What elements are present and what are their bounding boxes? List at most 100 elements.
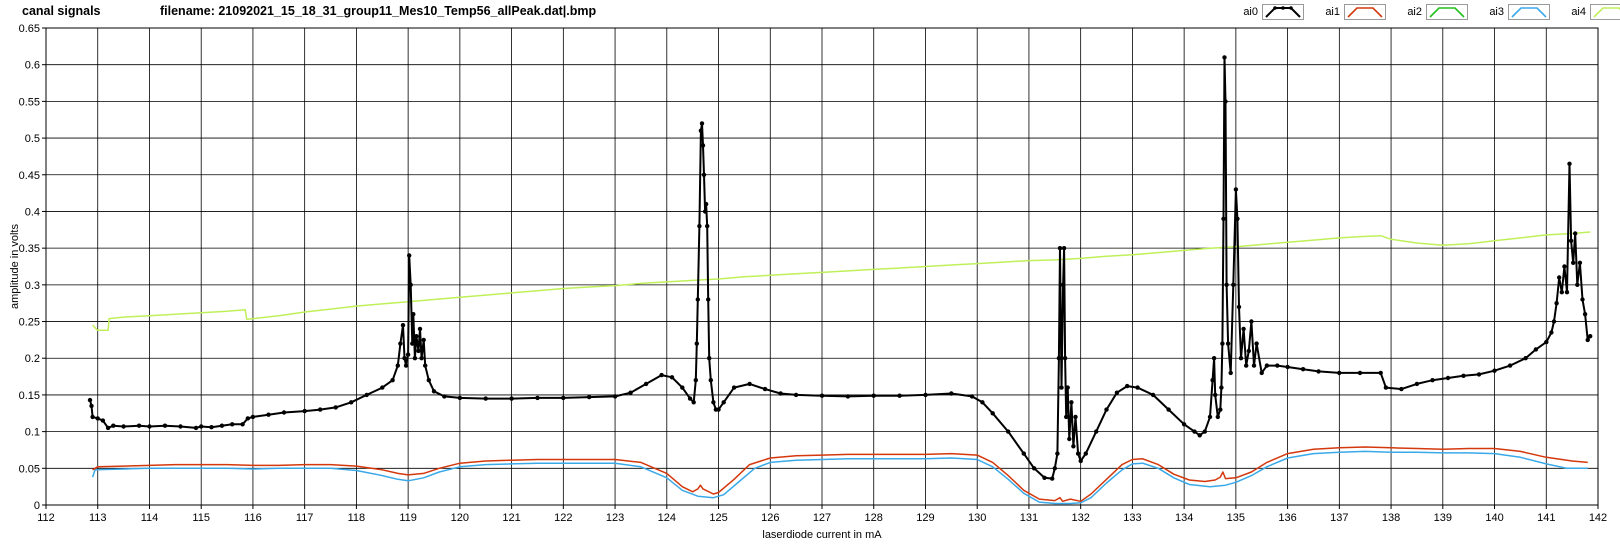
data-point-ai0 <box>1285 364 1290 370</box>
data-point-ai0 <box>395 363 400 368</box>
data-point-ai0 <box>990 411 995 416</box>
data-point-ai0 <box>1461 373 1466 378</box>
data-point-ai0 <box>1316 369 1321 374</box>
data-point-ai0 <box>1211 356 1217 361</box>
x-tick-label: 139 <box>1434 512 1452 524</box>
data-point-ai0 <box>1549 330 1554 335</box>
data-point-ai0 <box>412 356 418 361</box>
y-tick-labels: 0 0.05 0.1 0.15 0.2 0.25 0.3 0.35 0.4 0.45 0.5 0.55… <box>19 23 40 512</box>
data-point-ai0 <box>333 405 338 410</box>
data-point-ai0 <box>778 391 783 396</box>
data-point-ai0 <box>1215 414 1221 420</box>
data-point-ai0 <box>1213 392 1218 398</box>
data-point-ai0 <box>1021 451 1026 456</box>
data-point-ai0 <box>1582 312 1588 317</box>
data-point-ai0 <box>871 393 876 398</box>
x-tick-label: 133 <box>1123 512 1141 524</box>
data-point-ai0 <box>483 396 488 401</box>
x-tick-label: 115 <box>192 512 210 524</box>
data-point-ai0 <box>612 394 618 399</box>
y-tick-label: 0.4 <box>25 206 40 218</box>
data-point-ai0 <box>700 143 706 148</box>
data-point-ai0 <box>1056 356 1062 361</box>
data-point-ai0 <box>457 395 463 401</box>
y-tick-label: 0.35 <box>19 243 40 255</box>
y-tick-label: 0.2 <box>25 353 40 365</box>
x-tick-label: 118 <box>348 512 366 524</box>
data-point-ai0 <box>421 337 426 343</box>
data-point-ai0 <box>1275 363 1280 368</box>
data-point-ai0 <box>1445 375 1451 381</box>
data-point-ai0 <box>1031 466 1037 471</box>
data-point-ai0 <box>302 408 307 414</box>
plot-frame <box>45 27 1599 506</box>
data-point-ai0 <box>1251 363 1257 368</box>
data-point-ai0 <box>240 422 245 427</box>
data-point-ai0 <box>1246 348 1252 354</box>
data-point-ai0 <box>819 393 825 398</box>
data-point-ai0 <box>1564 290 1570 295</box>
data-point-ai0 <box>111 423 116 428</box>
legend-swatch-ai0 <box>1262 4 1304 20</box>
data-point-ai0 <box>1414 381 1420 387</box>
data-point-ai0 <box>706 297 711 302</box>
data-point-ai0 <box>1430 378 1435 383</box>
data-point-ai0 <box>266 412 271 417</box>
legend-swatch-ai2 <box>1426 4 1468 20</box>
data-point-ai0 <box>747 381 752 387</box>
y-tick-label: 0.5 <box>25 133 40 145</box>
data-point-ai0 <box>1207 414 1213 420</box>
data-point-ai0 <box>318 407 323 412</box>
series-line-ai0 <box>89 56 1592 480</box>
data-point-ai0 <box>1378 370 1383 376</box>
chart-header: canal signals filename: 21092021_15_18_3… <box>0 4 1620 24</box>
data-point-ai0 <box>1166 407 1171 412</box>
data-point-ai0 <box>762 386 768 392</box>
data-point-ai0 <box>793 392 799 398</box>
data-point-ai0 <box>431 389 437 394</box>
data-point-ai0 <box>1523 356 1528 361</box>
legend-label-ai4: ai4 <box>1571 6 1586 18</box>
data-point-ai0 <box>1192 429 1197 434</box>
data-point-ai0 <box>1233 187 1239 192</box>
data-point-ai0 <box>209 425 214 430</box>
y-axis-label: amplitude in volts <box>9 224 21 309</box>
data-point-ai0 <box>969 394 975 399</box>
data-point-ai0 <box>1567 161 1572 166</box>
x-tick-label: 138 <box>1382 512 1400 524</box>
data-point-ai0 <box>136 423 142 428</box>
y-tick-label: 0.3 <box>25 280 40 292</box>
data-point-ai0 <box>1228 370 1233 376</box>
data-point-ai0 <box>1244 363 1249 368</box>
x-tick-label: 142 <box>1589 512 1607 524</box>
x-tick-labels: 112 113 114 115 116 117 118 119 120 121 122 123 124 1… <box>37 512 1607 524</box>
data-point-ai0 <box>949 391 954 396</box>
y-tick-label: 0.15 <box>19 390 40 402</box>
data-point-ai0 <box>1571 260 1576 265</box>
data-point-ai0 <box>1231 282 1236 287</box>
data-point-ai0 <box>1042 475 1047 480</box>
data-point-ai0 <box>1125 383 1130 389</box>
data-point-ai0 <box>699 121 705 126</box>
x-tick-label: 120 <box>451 512 469 524</box>
x-tick-label: 128 <box>865 512 883 524</box>
y-tick-label: 0.65 <box>19 23 40 35</box>
data-point-ai0 <box>698 128 704 133</box>
y-tick-label: 0.45 <box>19 170 40 182</box>
x-tick-label: 112 <box>37 512 55 524</box>
data-point-ai0 <box>716 407 721 412</box>
data-point-ai0 <box>416 348 421 354</box>
data-point-ai0 <box>980 400 985 405</box>
data-point-ai0 <box>402 356 407 361</box>
data-point-ai0 <box>417 326 423 332</box>
data-point-ai0 <box>407 253 412 258</box>
data-point-ai0 <box>1259 370 1264 376</box>
data-point-ai0 <box>1568 238 1574 243</box>
x-tick-label: 134 <box>1175 512 1193 524</box>
data-point-ai0 <box>1507 363 1513 368</box>
data-point-ai0 <box>1588 334 1593 339</box>
data-point-ai0 <box>408 282 413 287</box>
data-point-ai0 <box>1202 429 1208 434</box>
data-point-ai0 <box>250 414 256 420</box>
data-point-ai0 <box>1059 385 1064 390</box>
